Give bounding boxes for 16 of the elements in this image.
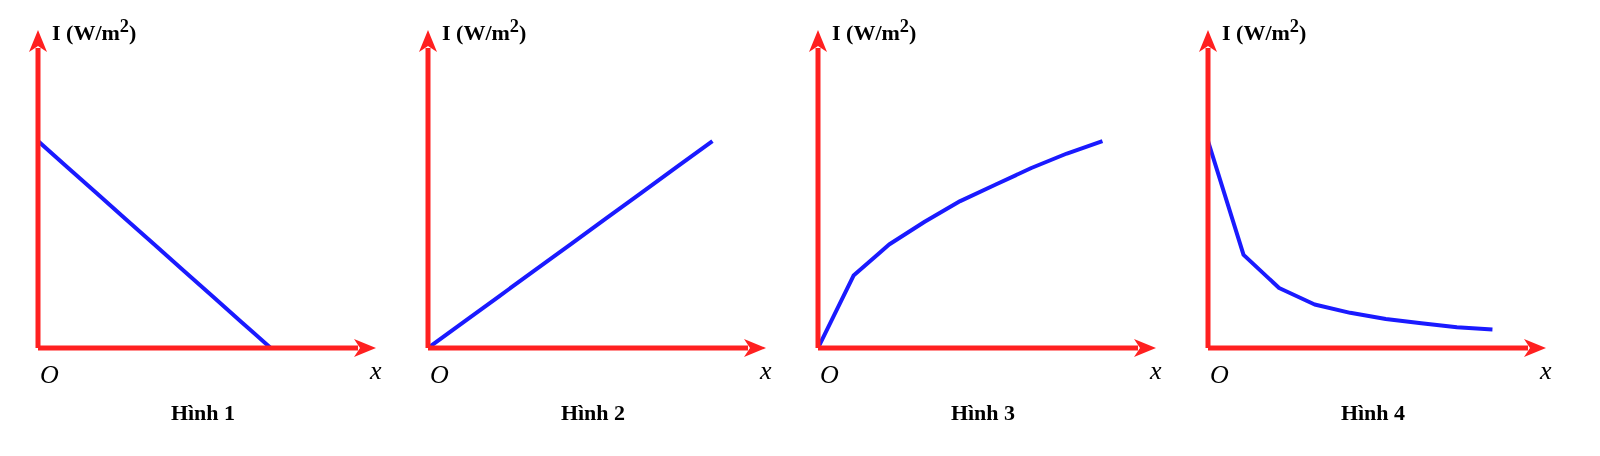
x-axis-title: x — [1150, 356, 1162, 386]
text: Hình 4 — [1339, 400, 1407, 426]
x-axis-title: x — [370, 356, 382, 386]
text: O — [40, 360, 59, 390]
text: O — [430, 360, 449, 390]
text: O — [1210, 360, 1229, 390]
y-axis-title: I (W/m$^{2}$) — [1222, 16, 1307, 47]
text: Hình 2 — [559, 400, 627, 426]
y-axis-title: I (W/m$^{2}$) — [52, 16, 137, 47]
x-axis-title: x — [760, 356, 772, 386]
text: Hình 3 — [949, 400, 1017, 426]
text: Hình 1 — [169, 400, 237, 426]
y-axis-title: I (W/m$^{2}$) — [832, 16, 917, 47]
text: O — [820, 360, 839, 390]
y-axis-title: I (W/m$^{2}$) — [442, 16, 527, 47]
x-axis-title: x — [1540, 356, 1552, 386]
